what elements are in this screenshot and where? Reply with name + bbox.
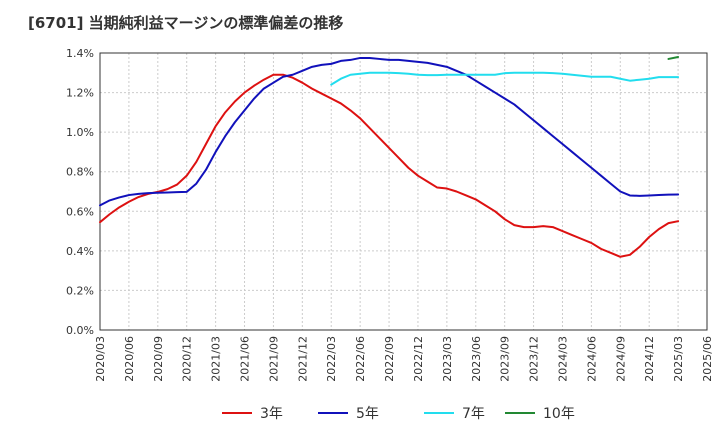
- series-line-2: [99, 56, 680, 207]
- x-tick-label: 2020/12: [181, 336, 194, 382]
- y-tick-label: 0.0%: [66, 324, 94, 337]
- x-tick-label: 2024/09: [614, 336, 627, 382]
- legend-label: 3年: [260, 406, 283, 422]
- y-tick-label: 1.0%: [66, 126, 94, 139]
- plot-border: [99, 52, 708, 331]
- series-line-1: [99, 73, 680, 258]
- plot-area: [100, 53, 707, 330]
- x-tick-label: 2023/06: [470, 336, 483, 382]
- x-tick-label: 2021/12: [296, 336, 309, 382]
- x-tick-label: 2020/09: [152, 336, 165, 382]
- y-tick-label: 0.2%: [66, 284, 94, 297]
- series-line-3: [330, 71, 680, 86]
- x-tick-label: 2021/09: [267, 336, 280, 382]
- x-tick-label: 2024/03: [556, 336, 569, 382]
- x-tick-label: 2022/03: [325, 336, 338, 382]
- y-tick-label: 0.6%: [66, 205, 94, 218]
- x-tick-label: 2022/12: [412, 336, 425, 382]
- legend-label: 7年: [462, 406, 485, 422]
- legend-label: 5年: [356, 406, 379, 422]
- y-tick-label: 1.4%: [66, 47, 94, 60]
- series-line-4: [667, 55, 680, 60]
- x-tick-label: 2021/06: [239, 336, 252, 382]
- x-tick-label: 2022/06: [354, 336, 367, 382]
- x-tick-label: 2025/06: [701, 336, 714, 382]
- x-tick-label: 2021/03: [210, 336, 223, 382]
- x-tick-label: 2024/06: [585, 336, 598, 382]
- y-tick-label: 0.4%: [66, 245, 94, 258]
- y-tick-label: 0.8%: [66, 166, 94, 179]
- x-tick-label: 2020/06: [123, 336, 136, 382]
- x-tick-label: 2020/03: [94, 336, 107, 382]
- x-tick-label: 2023/09: [499, 336, 512, 382]
- chart-title: [6701] 当期純利益マージンの標準偏差の推移: [28, 14, 344, 32]
- y-tick-label: 1.2%: [66, 87, 94, 100]
- x-tick-label: 2023/03: [441, 336, 454, 382]
- x-tick-label: 2025/03: [672, 336, 685, 382]
- x-tick-label: 2022/09: [383, 336, 396, 382]
- legend-label: 10年: [543, 406, 575, 422]
- x-tick-label: 2024/12: [643, 336, 656, 382]
- x-tick-label: 2023/12: [528, 336, 541, 382]
